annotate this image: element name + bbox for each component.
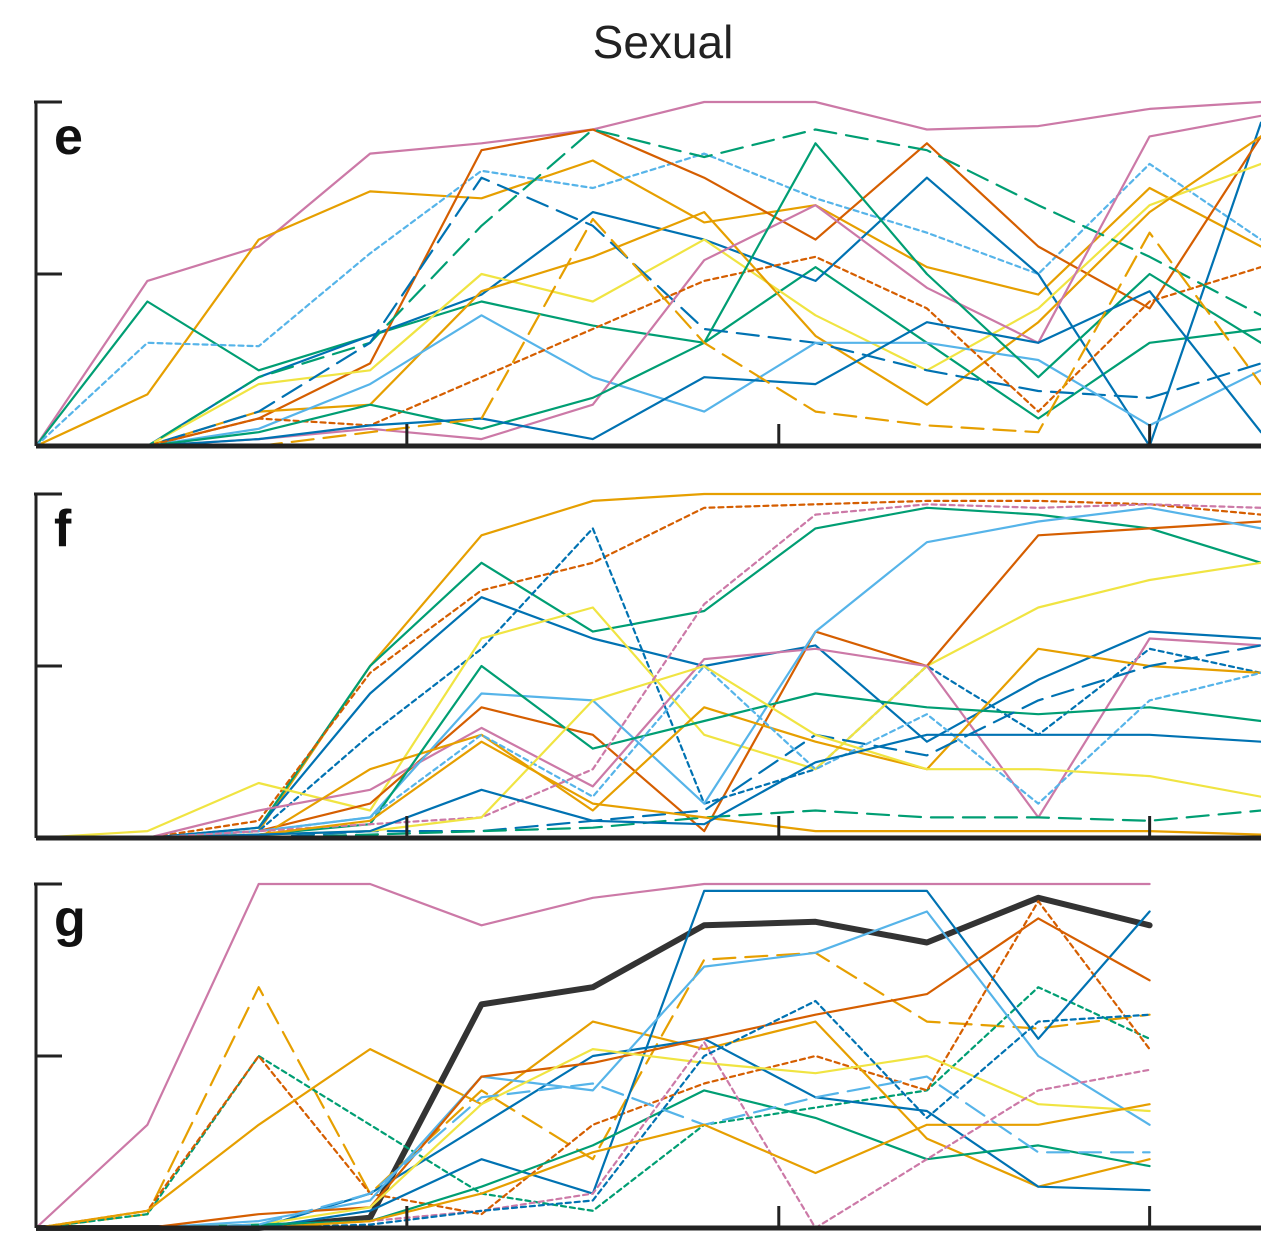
series-line-g-3 bbox=[36, 986, 1151, 1230]
panel-label-f: f bbox=[54, 500, 72, 558]
series-line-e-13 bbox=[36, 142, 1261, 448]
series-line-e-1 bbox=[36, 159, 1261, 448]
series-line-f-11 bbox=[36, 644, 1261, 840]
series-line-f-12 bbox=[36, 664, 1261, 840]
figure-title: Sexual bbox=[593, 16, 734, 68]
series-line-f-2 bbox=[36, 499, 1261, 840]
panel-label-g: g bbox=[54, 890, 86, 948]
series-line-e-7 bbox=[36, 128, 1261, 448]
series-line-f-3 bbox=[36, 527, 1261, 840]
series-line-g-13 bbox=[36, 1075, 1151, 1230]
panel-label-e: e bbox=[54, 108, 83, 166]
series-line-e-12 bbox=[36, 255, 1261, 448]
series-line-e-10 bbox=[36, 314, 1261, 448]
series-line-f-13 bbox=[36, 503, 1261, 840]
series-line-g-7 bbox=[36, 889, 1151, 1230]
series-line-e-8 bbox=[36, 135, 1261, 448]
series-line-e-14 bbox=[36, 290, 1261, 448]
series-line-e-0 bbox=[36, 100, 1261, 448]
series-line-e-6 bbox=[36, 162, 1261, 448]
series-line-g-15 bbox=[36, 1103, 1151, 1230]
series-line-f-4 bbox=[36, 596, 1261, 840]
panel-f: f bbox=[34, 492, 1261, 841]
series-group bbox=[36, 100, 1261, 448]
series-line-g-8 bbox=[36, 910, 1151, 1230]
series-line-g-9 bbox=[36, 917, 1151, 1230]
series-line-f-7 bbox=[36, 637, 1261, 840]
series-line-g-4 bbox=[36, 900, 1151, 1230]
panel-e: e bbox=[34, 100, 1261, 449]
series-group bbox=[36, 492, 1261, 840]
series-line-e-5 bbox=[36, 128, 1261, 448]
series-line-f-6 bbox=[36, 520, 1261, 840]
panel-g: g bbox=[34, 882, 1261, 1231]
series-group bbox=[36, 882, 1153, 1231]
series-line-g-2 bbox=[36, 951, 1151, 1230]
panels: e f g bbox=[34, 100, 1261, 1231]
series-line-f-1 bbox=[36, 506, 1261, 840]
series-line-f-5 bbox=[36, 561, 1261, 840]
series-line-f-17 bbox=[36, 733, 1261, 840]
series-line-f-8 bbox=[36, 506, 1261, 840]
series-line-g-0 bbox=[36, 882, 1151, 1230]
